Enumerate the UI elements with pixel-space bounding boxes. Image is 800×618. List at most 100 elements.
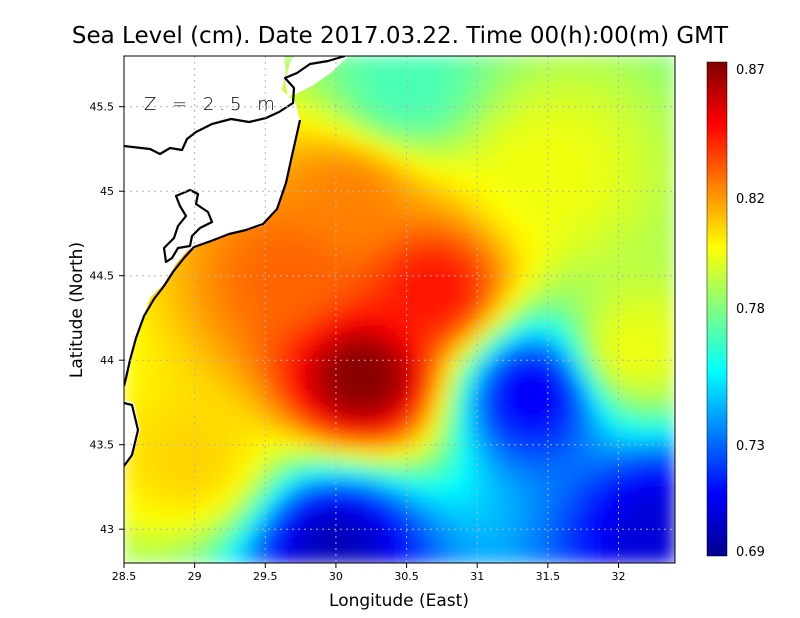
field-cell bbox=[503, 533, 515, 546]
field-cell bbox=[332, 252, 344, 264]
field-cell bbox=[389, 439, 401, 452]
field-cell bbox=[161, 336, 173, 349]
field-cell bbox=[588, 468, 600, 480]
field-cell bbox=[465, 233, 477, 245]
field-cell bbox=[636, 317, 648, 330]
field-cell bbox=[313, 195, 325, 208]
field-cell bbox=[655, 393, 667, 405]
field-cell bbox=[408, 92, 420, 104]
field-cell bbox=[124, 383, 135, 395]
field-cell bbox=[246, 421, 258, 433]
field-cell bbox=[465, 299, 477, 311]
field-cell bbox=[522, 101, 534, 114]
field-cell bbox=[303, 524, 315, 536]
field-cell bbox=[512, 280, 524, 292]
field-cell bbox=[427, 242, 439, 255]
field-cell bbox=[180, 327, 192, 339]
field-cell bbox=[370, 327, 382, 339]
field-cell bbox=[503, 515, 515, 527]
field-cell bbox=[351, 195, 363, 208]
field-cell bbox=[294, 468, 306, 480]
field-cell bbox=[636, 224, 648, 236]
field-cell bbox=[360, 252, 372, 264]
field-cell bbox=[161, 524, 173, 536]
field-cell bbox=[303, 242, 315, 255]
field-cell bbox=[569, 468, 581, 480]
field-cell bbox=[531, 92, 543, 104]
field-cell bbox=[284, 224, 296, 236]
field-cell bbox=[569, 101, 581, 114]
field-cell bbox=[398, 374, 410, 386]
field-cell bbox=[180, 308, 192, 320]
field-cell bbox=[313, 280, 325, 292]
field-cell bbox=[579, 101, 591, 114]
field-cell bbox=[389, 242, 401, 255]
field-cell bbox=[588, 177, 600, 189]
field-cell bbox=[465, 477, 477, 489]
field-cell bbox=[408, 515, 420, 527]
field-cell bbox=[303, 186, 315, 198]
field-cell bbox=[455, 139, 467, 151]
field-cell bbox=[227, 402, 239, 414]
field-cell bbox=[427, 280, 439, 292]
field-cell bbox=[588, 92, 600, 104]
field-cell bbox=[588, 505, 600, 518]
field-cell bbox=[664, 421, 675, 433]
field-cell bbox=[436, 252, 448, 264]
field-cell bbox=[436, 186, 448, 198]
field-cell bbox=[389, 515, 401, 527]
field-cell bbox=[446, 308, 458, 320]
field-cell bbox=[598, 430, 610, 442]
field-cell bbox=[332, 120, 344, 133]
field-cell bbox=[512, 383, 524, 395]
field-cell bbox=[151, 374, 163, 386]
field-cell bbox=[503, 252, 515, 264]
field-cell bbox=[655, 411, 667, 424]
field-cell bbox=[408, 148, 420, 161]
field-cell bbox=[417, 120, 429, 133]
field-cell bbox=[588, 383, 600, 395]
field-cell bbox=[303, 468, 315, 480]
field-cell bbox=[588, 242, 600, 255]
field-cell bbox=[294, 449, 306, 461]
field-cell bbox=[379, 252, 391, 264]
field-cell bbox=[512, 449, 524, 461]
field-cell bbox=[284, 421, 296, 433]
field-cell bbox=[560, 421, 572, 433]
field-cell bbox=[398, 355, 410, 367]
field-cell bbox=[351, 289, 363, 302]
field-cell bbox=[427, 167, 439, 180]
field-cell bbox=[408, 421, 420, 433]
field-cell bbox=[446, 214, 458, 226]
field-cell bbox=[541, 101, 553, 114]
field-cell bbox=[408, 449, 420, 461]
field-cell bbox=[208, 393, 220, 405]
field-cell bbox=[237, 449, 249, 461]
field-cell bbox=[474, 233, 486, 245]
field-cell bbox=[598, 186, 610, 198]
field-cell bbox=[275, 496, 287, 508]
field-cell bbox=[626, 252, 638, 264]
field-cell bbox=[560, 393, 572, 405]
field-cell bbox=[455, 383, 467, 395]
field-cell bbox=[389, 92, 401, 104]
field-cell bbox=[313, 421, 325, 433]
field-cell bbox=[484, 543, 496, 555]
field-cell bbox=[256, 270, 268, 283]
field-cell bbox=[474, 430, 486, 442]
field-cell bbox=[379, 524, 391, 536]
field-cell bbox=[189, 552, 201, 563]
field-cell bbox=[569, 261, 581, 273]
field-cell bbox=[370, 486, 382, 499]
field-cell bbox=[626, 83, 638, 95]
field-cell bbox=[636, 543, 648, 555]
field-cell bbox=[579, 148, 591, 161]
field-cell bbox=[588, 289, 600, 302]
field-cell bbox=[341, 308, 353, 320]
field-cell bbox=[560, 496, 572, 508]
field-cell bbox=[275, 402, 287, 414]
field-cell bbox=[199, 515, 211, 527]
field-cell bbox=[446, 299, 458, 311]
field-cell bbox=[180, 552, 192, 563]
field-cell bbox=[522, 167, 534, 180]
